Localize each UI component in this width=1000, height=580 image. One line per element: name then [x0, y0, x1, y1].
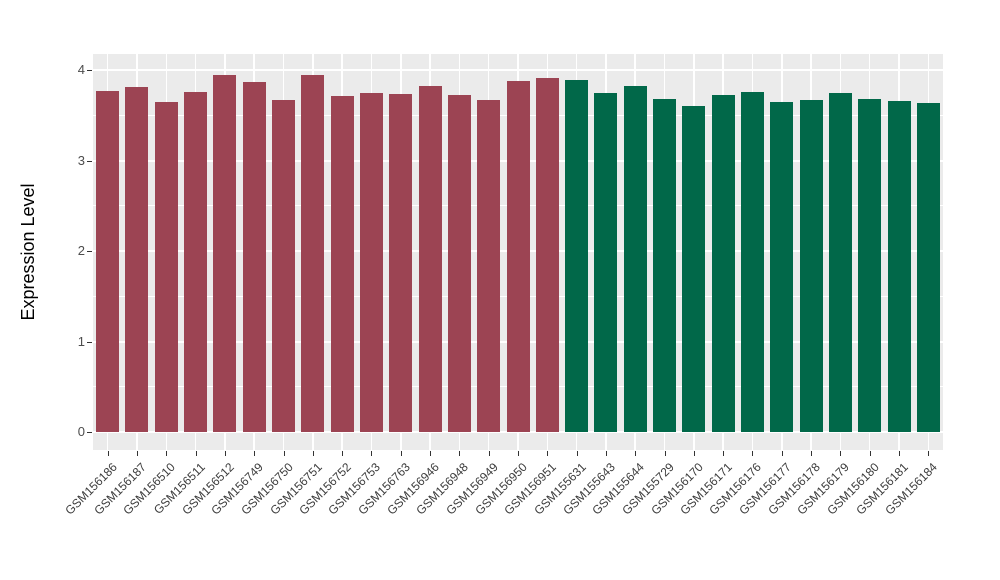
bar-GSM156749	[242, 81, 266, 432]
bar-GSM155631	[565, 79, 589, 432]
y-tick-label: 2	[77, 243, 85, 258]
x-tick-mark	[459, 451, 461, 456]
x-tick-mark	[254, 451, 256, 456]
bar-GSM155644	[623, 86, 647, 432]
bar-GSM156946	[418, 86, 442, 432]
bar-GSM156751	[301, 74, 325, 432]
x-tick-mark	[635, 451, 637, 456]
bar-GSM156753	[359, 92, 383, 432]
x-tick-mark	[342, 451, 344, 456]
x-tick-mark	[371, 451, 373, 456]
x-tick-mark	[488, 451, 490, 456]
x-tick-mark	[224, 451, 226, 456]
x-tick-mark	[430, 451, 432, 456]
bar-GSM156511	[184, 91, 208, 432]
bar-GSM156178	[799, 99, 823, 432]
y-tick-mark	[87, 251, 92, 252]
y-tick-label: 3	[77, 152, 85, 168]
bar-GSM156171	[711, 95, 735, 432]
y-tick-label: 0	[77, 424, 85, 439]
plot-panel	[93, 54, 943, 450]
y-tick-mark	[87, 432, 92, 433]
bar-GSM155729	[653, 98, 677, 432]
bar-GSM156180	[858, 98, 882, 432]
bar-GSM156951	[535, 78, 559, 432]
y-tick-mark	[87, 70, 92, 71]
bar-GSM156949	[477, 99, 501, 432]
bar-GSM156512	[213, 74, 237, 432]
x-tick-mark	[605, 451, 607, 456]
y-tick-mark	[87, 341, 92, 343]
y-tick-label: 4	[77, 62, 85, 77]
x-tick-mark	[195, 451, 197, 456]
x-tick-mark	[136, 451, 138, 456]
x-tick-mark	[928, 451, 930, 456]
x-tick-mark	[107, 451, 109, 456]
x-tick-mark	[283, 451, 285, 456]
bar-GSM156948	[447, 95, 471, 432]
bar-GSM156752	[330, 96, 354, 432]
x-tick-mark	[518, 451, 519, 456]
bar-GSM156186	[96, 90, 120, 432]
x-tick-mark	[400, 451, 402, 456]
bar-GSM156950	[506, 80, 530, 432]
x-tick-mark	[312, 451, 314, 456]
bar-GSM156750	[272, 99, 296, 432]
y-tick-label: 1	[77, 333, 85, 349]
x-tick-mark	[693, 451, 695, 456]
bar-GSM156184	[916, 102, 940, 432]
y-tick-mark	[87, 160, 92, 162]
x-tick-mark	[899, 451, 901, 456]
bar-GSM156170	[682, 106, 706, 432]
bar-GSM156179	[828, 92, 852, 432]
x-tick-mark	[166, 451, 168, 456]
bar-GSM156177	[770, 101, 794, 432]
bar-GSM155643	[594, 92, 618, 432]
x-tick-mark	[547, 451, 549, 456]
x-tick-mark	[664, 451, 666, 456]
x-tick-mark	[840, 451, 842, 456]
y-axis-title: Expression Level	[18, 183, 38, 321]
x-tick-mark	[576, 451, 578, 456]
x-tick-mark	[869, 451, 871, 456]
bar-GSM156187	[125, 87, 149, 432]
bar-GSM156176	[740, 91, 764, 432]
x-tick-mark	[781, 451, 783, 456]
bar-GSM156181	[887, 100, 911, 432]
bar-GSM156510	[154, 101, 178, 432]
x-tick-mark	[723, 451, 725, 456]
x-tick-mark	[752, 451, 754, 456]
x-tick-mark	[811, 451, 813, 456]
bar-GSM156763	[389, 93, 413, 432]
